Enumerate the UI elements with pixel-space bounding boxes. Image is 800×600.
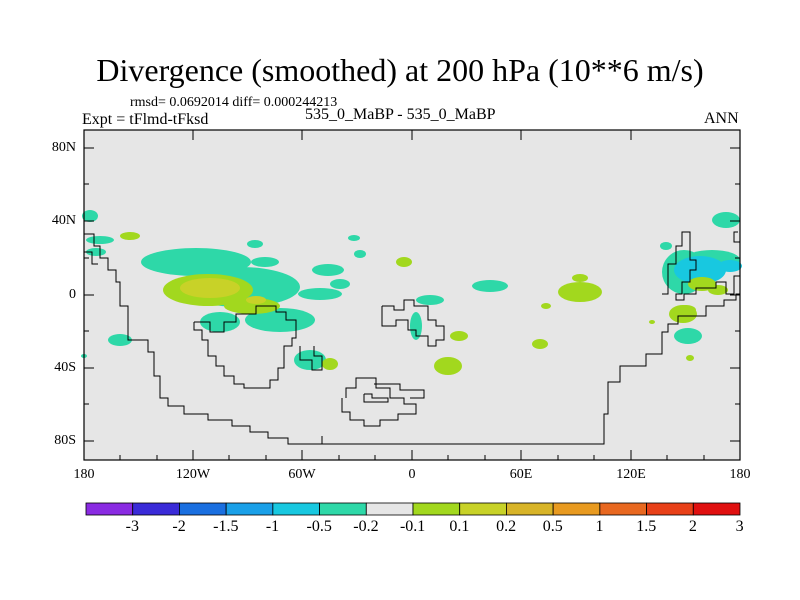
y-tick-label: 80N [51,140,76,155]
colorbar [85,502,741,516]
colorbar-label: -0.2 [353,518,379,535]
colorbar-label: -1.5 [213,518,239,535]
colorbar-box [179,502,227,516]
experiment-label: Expt = tFlmd-tFksd [82,111,209,128]
colorbar-label: 3 [735,518,744,535]
colorbar-box [85,502,134,516]
colorbar-box [646,502,694,516]
plot-title: Divergence (smoothed) at 200 hPa (10**6 … [96,52,704,88]
x-tick-label: 0 [408,467,416,482]
y-tick-label: 0 [69,287,76,302]
axis-minor-ticks [84,183,740,460]
colorbar-box [692,502,741,516]
stats-text: rmsd= 0.0692014 diff= 0.000244213 [130,95,338,110]
colorbar-box [506,502,554,516]
colorbar-label: 0.1 [449,518,470,535]
x-tick-label: 120W [175,467,211,482]
colorbar-box [599,502,647,516]
x-tick-label: 180 [73,467,95,482]
colorbar-box [552,502,601,516]
divergence-fields [81,210,742,375]
colorbar-label: 1.5 [636,518,657,535]
colorbar-box [459,502,507,516]
colorbar-box [412,502,461,516]
colorbar-label: 0.5 [542,518,563,535]
colorbar-label: -2 [172,518,186,535]
colorbar-box [225,502,274,516]
colorbar-label: -1 [265,518,280,535]
colorbar-label: -0.5 [306,518,332,535]
y-tick-label: 80S [54,433,76,448]
colorbar-box [272,502,320,516]
case-label: 535_0_MaBP - 535_0_MaBP [305,106,496,123]
x-tick-label: 60W [288,467,316,482]
x-tick-label: 120E [616,467,646,482]
colorbar-label: 0.2 [496,518,517,535]
colorbar-label: -0.1 [399,518,426,535]
colorbar-label: -3 [125,518,139,535]
coastlines [84,231,740,445]
colorbar-box [132,502,180,516]
y-tick-label: 40N [51,213,76,228]
colorbar-label: 2 [688,518,697,535]
colorbar-box [319,502,367,516]
colorbar-box [365,502,414,516]
colorbar-label: 1 [595,518,604,535]
x-tick-label: 60E [509,467,533,482]
season-label: ANN [704,110,739,127]
y-tick-label: 40S [54,360,76,375]
x-tick-label: 180 [729,467,751,482]
axis-ticks [84,130,740,460]
